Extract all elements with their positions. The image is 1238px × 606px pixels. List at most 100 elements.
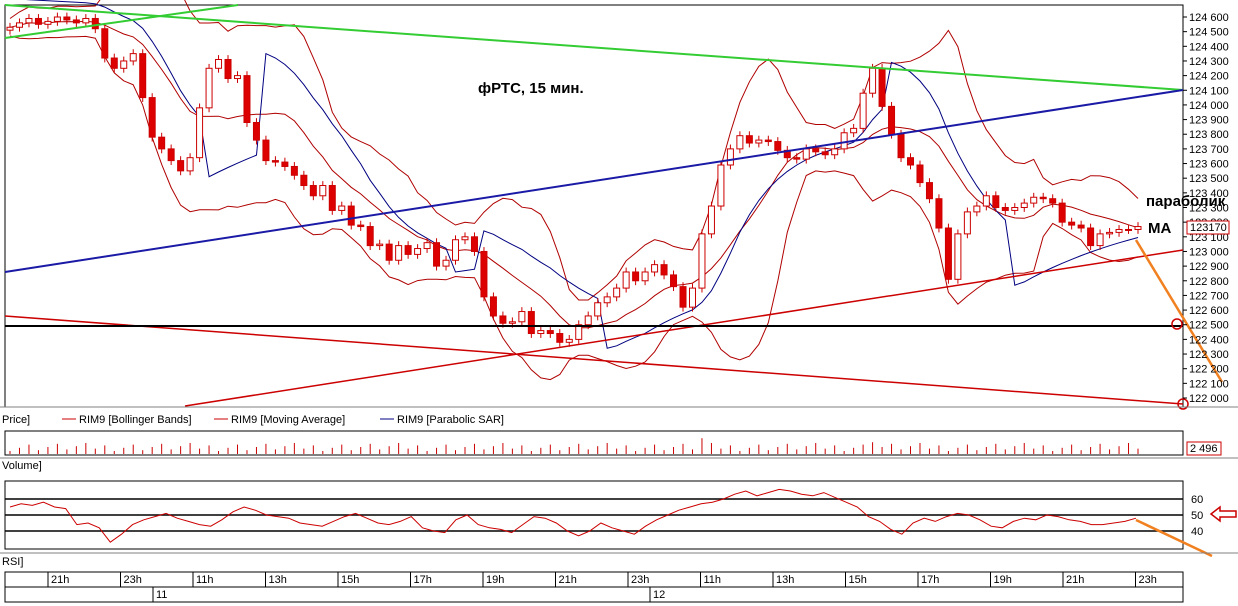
candle-body — [15, 22, 23, 28]
candle-body — [72, 19, 80, 24]
rsi-path — [9, 488, 1137, 543]
volume-panel-label: Volume] — [2, 460, 42, 472]
candle-body — [954, 233, 962, 280]
candle-body — [177, 160, 185, 172]
candle-body — [802, 148, 810, 160]
candle-body — [1058, 202, 1066, 223]
candle-body — [745, 135, 753, 144]
price-tick-label: 124 000 — [1189, 100, 1229, 112]
candle-body — [679, 286, 687, 308]
candle-body — [632, 271, 640, 282]
last-price-label: 123170 — [1190, 222, 1227, 234]
ma-annotation: МА — [1148, 220, 1171, 237]
candle-body — [1068, 221, 1076, 226]
candle-body — [404, 245, 412, 255]
price-tick-label: 123 700 — [1189, 144, 1229, 156]
candle-body — [1087, 227, 1095, 247]
candle-body — [878, 67, 886, 107]
time-tick-label: 19h — [994, 574, 1012, 586]
price-axis: 124 600 124 500 124 400 124 300 124 200 124 1… — [1183, 12, 1229, 405]
candle-body — [670, 274, 678, 288]
candle-body — [897, 133, 905, 159]
candle-body — [376, 243, 384, 247]
rsi-orange-arrow — [1135, 518, 1213, 558]
candle-body — [982, 195, 990, 207]
candle-body — [1096, 233, 1104, 247]
blue-channel-line — [4, 89, 1184, 273]
candle-body — [205, 67, 213, 109]
candle-body — [1039, 196, 1047, 200]
candle-body — [63, 16, 71, 21]
candle-body — [470, 236, 478, 252]
candle-body — [1011, 207, 1019, 211]
candle-body — [556, 333, 564, 343]
legend-bollinger: RIM9 [Bollinger Bands] — [79, 414, 192, 426]
time-tick-label: 23h — [124, 574, 142, 586]
time-tick-label: 17h — [414, 574, 432, 586]
candle-body — [366, 226, 374, 247]
candle-body — [319, 185, 327, 197]
time-tick-label: 21h — [51, 574, 69, 586]
candle-body — [1077, 224, 1085, 229]
price-tick-label: 123 400 — [1189, 188, 1229, 200]
candle-body — [82, 17, 90, 24]
day-label: 11 — [156, 589, 167, 601]
price-tick-label: 124 300 — [1189, 56, 1229, 68]
time-tick-label: 15h — [341, 574, 359, 586]
candle-body — [859, 92, 867, 129]
candle-body — [309, 185, 317, 197]
green-resistance-line — [4, 4, 1184, 91]
candle-body — [347, 205, 355, 226]
candle-body — [6, 26, 14, 31]
time-tick-label: 23h — [1139, 574, 1157, 586]
candle-body — [821, 151, 829, 156]
price-tick-label: 122 500 — [1189, 320, 1229, 332]
candle-body — [414, 248, 422, 255]
green-upper-line — [4, 4, 239, 39]
candle-body — [423, 242, 431, 250]
candle-body — [1106, 231, 1114, 235]
time-tick-label: 13h — [776, 574, 794, 586]
candle-body — [916, 164, 924, 184]
candle-body — [774, 141, 782, 151]
candle-body — [850, 127, 858, 134]
price-tick-label: 123 300 — [1189, 203, 1229, 215]
price-tick-label: 123 100 — [1189, 232, 1229, 244]
level-marker-icon — [1177, 398, 1189, 410]
candle-body — [129, 53, 137, 62]
candle-body — [622, 271, 630, 289]
price-tick-label: 123 600 — [1189, 159, 1229, 171]
candle-body — [233, 75, 241, 80]
price-tick-label: 122 400 — [1189, 334, 1229, 346]
candle-body — [1134, 226, 1142, 230]
candle-body — [888, 105, 896, 135]
candle-body — [433, 242, 441, 267]
red-falling-line — [4, 315, 1184, 405]
price-tick-label: 123 900 — [1189, 115, 1229, 127]
candle-body — [442, 259, 450, 267]
candle-body — [527, 311, 535, 335]
time-tick-label: 11h — [196, 574, 214, 586]
candle-body — [537, 330, 545, 335]
rsi-arrow-icon — [1209, 505, 1237, 523]
candle-body — [963, 211, 971, 235]
candle-body — [992, 195, 1000, 208]
candle-body — [518, 311, 526, 323]
bollinger-lower — [9, 35, 1139, 381]
candle-body — [1030, 196, 1038, 204]
candle-body — [281, 161, 289, 167]
candle-body — [44, 20, 52, 25]
candle-body — [925, 182, 933, 200]
candle-body — [489, 296, 497, 317]
candle-body — [840, 132, 848, 150]
candle-body — [575, 324, 583, 340]
candle-body — [499, 315, 507, 324]
price-tick-label: 124 100 — [1189, 85, 1229, 97]
bollinger-bands — [9, 0, 1139, 381]
candle-body — [584, 315, 592, 326]
candle-body — [869, 67, 877, 94]
candle-body — [215, 58, 223, 69]
last-price-box — [1186, 220, 1230, 235]
price-tick-label: 123 800 — [1189, 129, 1229, 141]
price-tick-label: 122 600 — [1189, 305, 1229, 317]
